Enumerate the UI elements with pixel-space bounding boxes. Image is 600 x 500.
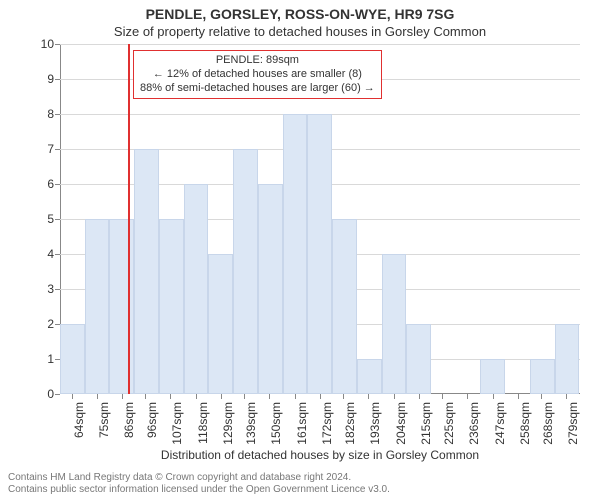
x-tick-mark [541,394,542,399]
x-tick-mark [419,394,420,399]
x-tick-label: 75sqm [97,402,111,452]
x-tick-label: 107sqm [170,402,184,452]
x-tick-mark [221,394,222,399]
callout-box: PENDLE: 89sqm← 12% of detached houses ar… [133,50,382,99]
x-tick-label: 182sqm [343,402,357,452]
footer-line-1: Contains HM Land Registry data © Crown c… [8,472,390,484]
y-tick-label: 2 [24,317,54,331]
histogram-bar [283,114,308,394]
histogram-bar [382,254,407,394]
x-tick-label: 193sqm [368,402,382,452]
x-tick-mark [518,394,519,399]
gridline [60,44,580,45]
x-tick-label: 204sqm [394,402,408,452]
x-tick-label: 129sqm [221,402,235,452]
x-tick-label: 236sqm [467,402,481,452]
x-tick-mark [72,394,73,399]
x-tick-label: 225sqm [442,402,456,452]
x-tick-label: 161sqm [295,402,309,452]
x-tick-mark [122,394,123,399]
histogram-bar [85,219,110,394]
x-tick-label: 150sqm [269,402,283,452]
histogram-bar [258,184,283,394]
histogram-bar [60,324,85,394]
x-tick-mark [467,394,468,399]
x-tick-label: 96sqm [145,402,159,452]
x-tick-mark [320,394,321,399]
y-tick-mark [55,149,60,150]
footer-line-2: Contains public sector information licen… [8,484,390,496]
y-tick-mark [55,44,60,45]
y-tick-mark [55,254,60,255]
y-tick-label: 0 [24,387,54,401]
x-tick-mark [343,394,344,399]
x-tick-label: 118sqm [196,402,210,452]
histogram-bar [184,184,209,394]
x-tick-mark [97,394,98,399]
x-tick-mark [394,394,395,399]
histogram-bar [357,359,382,394]
histogram-bar [208,254,233,394]
y-tick-label: 6 [24,177,54,191]
x-tick-label: 279sqm [566,402,580,452]
x-tick-mark [244,394,245,399]
x-tick-label: 86sqm [122,402,136,452]
histogram-bar [530,359,555,394]
histogram-bar [159,219,184,394]
x-tick-mark [170,394,171,399]
chart-container: PENDLE, GORSLEY, ROSS-ON-WYE, HR9 7SG Si… [0,0,600,500]
histogram-bar [109,219,134,394]
x-tick-label: 139sqm [244,402,258,452]
x-tick-mark [368,394,369,399]
histogram-bar [233,149,258,394]
reference-line [128,44,130,394]
x-tick-label: 172sqm [320,402,334,452]
y-tick-label: 1 [24,352,54,366]
y-tick-mark [55,289,60,290]
footer-attribution: Contains HM Land Registry data © Crown c… [8,472,390,496]
callout-line-1: PENDLE: 89sqm [140,54,375,68]
histogram-bar [307,114,332,394]
y-tick-label: 4 [24,247,54,261]
x-tick-mark [566,394,567,399]
y-tick-mark [55,184,60,185]
histogram-bar [406,324,431,394]
x-tick-mark [295,394,296,399]
y-tick-label: 7 [24,142,54,156]
y-tick-mark [55,394,60,395]
y-tick-label: 9 [24,72,54,86]
x-tick-mark [269,394,270,399]
x-tick-label: 258sqm [518,402,532,452]
x-tick-mark [442,394,443,399]
chart-subtitle: Size of property relative to detached ho… [0,24,600,39]
y-tick-mark [55,219,60,220]
callout-line-3: 88% of semi-detached houses are larger (… [140,82,375,96]
x-tick-label: 64sqm [72,402,86,452]
x-tick-label: 215sqm [419,402,433,452]
y-tick-label: 10 [24,37,54,51]
x-tick-mark [196,394,197,399]
y-tick-label: 8 [24,107,54,121]
histogram-bar [480,359,505,394]
x-tick-label: 247sqm [493,402,507,452]
x-tick-label: 268sqm [541,402,555,452]
x-tick-mark [145,394,146,399]
y-tick-label: 5 [24,212,54,226]
y-tick-label: 3 [24,282,54,296]
x-tick-mark [493,394,494,399]
callout-line-2: ← 12% of detached houses are smaller (8) [140,68,375,82]
chart-title: PENDLE, GORSLEY, ROSS-ON-WYE, HR9 7SG [0,6,600,22]
histogram-bar [555,324,580,394]
histogram-bar [332,219,357,394]
y-tick-mark [55,79,60,80]
y-tick-mark [55,114,60,115]
histogram-bar [134,149,159,394]
